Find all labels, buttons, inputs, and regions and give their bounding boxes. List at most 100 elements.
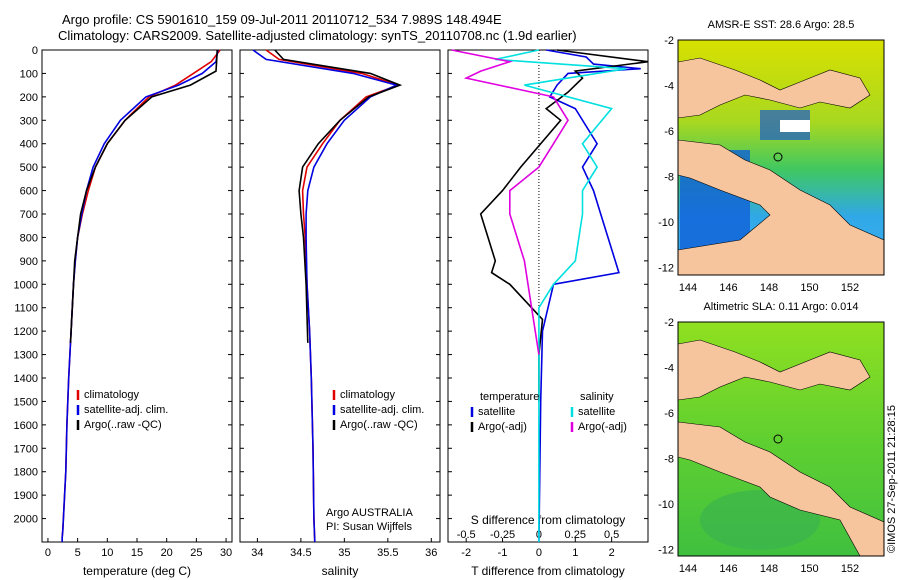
depth-tick-label: 1300 <box>14 350 38 362</box>
legend-label: satellite <box>578 406 615 418</box>
depth-tick-label: 500 <box>20 162 38 174</box>
salinity-xtick-label: 34.5 <box>290 547 311 559</box>
temperature-series-3 <box>69 49 218 343</box>
sst-lon-label: 146 <box>719 282 737 294</box>
depth-tick-label: 300 <box>20 115 38 127</box>
depth-tick-label: 1700 <box>14 443 38 455</box>
temperature-xtick-label: 30 <box>220 547 232 559</box>
legend-label: Argo(..raw -QC) <box>84 419 162 431</box>
salinity-annotation: Argo AUSTRALIA <box>326 507 413 519</box>
salinity-annotation: PI: Susan Wijffels <box>326 521 412 533</box>
sla-lat-label: -12 <box>658 545 674 557</box>
depth-tick-label: 100 <box>20 68 38 80</box>
difference-series-4 <box>451 49 569 355</box>
sla-lat-label: -4 <box>664 363 674 375</box>
sla-lat-label: -6 <box>664 408 674 420</box>
depth-tick-label: 1900 <box>14 490 38 502</box>
legend-label: satellite <box>478 406 515 418</box>
difference-series-1 <box>538 49 641 543</box>
salinity-xtick-label: 34 <box>251 547 263 559</box>
salinity-axes-frame <box>239 49 441 543</box>
temperature-xlabel: temperature (deg C) <box>83 564 191 578</box>
sst-lat-label: -10 <box>658 217 674 229</box>
sla-lat-label: -8 <box>664 454 674 466</box>
depth-tick-label: 800 <box>20 232 38 244</box>
sla-lat-label: -10 <box>658 499 674 511</box>
sst-argo-marker <box>773 152 783 162</box>
depth-tick-label: 1200 <box>14 326 38 338</box>
temperature-panel: 0100200300400500600700800900100011001200… <box>14 45 233 578</box>
legend-label: Argo(..raw -QC) <box>340 419 418 431</box>
temperature-xtick-label: 25 <box>190 547 202 559</box>
footer-stamp: ©IMOS 27-Sep-2011 21:28:15 <box>886 405 898 553</box>
sst-lat-label: -4 <box>664 81 674 93</box>
temperature-axes-frame <box>41 49 233 543</box>
sst-lat-label: -2 <box>664 35 674 47</box>
legend-label: Argo(-adj) <box>578 421 627 433</box>
difference-xtick-label: -1 <box>498 547 508 559</box>
sst-lat-label: -6 <box>664 126 674 138</box>
depth-tick-label: 400 <box>20 139 38 151</box>
sst-map <box>678 40 884 275</box>
legend-heading: temperature <box>480 391 539 403</box>
sla-lon-label: 146 <box>719 563 737 575</box>
sla-map <box>678 322 884 556</box>
difference-xlabel: T difference from climatology <box>471 564 625 578</box>
difference-series-3 <box>495 49 627 542</box>
sdiff-tick-label: -0.25 <box>490 529 515 541</box>
sdiff-tick-label: 0.25 <box>565 529 586 541</box>
depth-tick-label: 1400 <box>14 373 38 385</box>
salinity-xtick-label: 35.5 <box>377 547 398 559</box>
sst-lon-label: 152 <box>841 282 859 294</box>
difference-panel: -2 -1 0 1 2 T difference from climatology -0.5… <box>447 49 649 578</box>
sla-lat-label: -2 <box>664 317 674 329</box>
depth-tick-label: 2000 <box>14 514 38 526</box>
salinity-series-3 <box>274 49 403 343</box>
sst-lon-label: 148 <box>760 282 778 294</box>
sla-lon-label: 148 <box>760 563 778 575</box>
difference-xtick-label: -2 <box>461 547 471 559</box>
depth-tick-label: 1500 <box>14 396 38 408</box>
depth-tick-label: 200 <box>20 92 38 104</box>
salinity-xtick-label: 36 <box>425 547 437 559</box>
salinity-xtick-label: 35 <box>338 547 350 559</box>
sdiff-tick-label: 0.5 <box>604 529 619 541</box>
depth-tick-label: 1600 <box>14 420 38 432</box>
difference-xtick-label: 0 <box>536 547 542 559</box>
sst-map-frame <box>677 39 885 276</box>
legend-heading: salinity <box>580 391 614 403</box>
depth-tick-label: 1800 <box>14 467 38 479</box>
temperature-xtick-label: 10 <box>101 547 113 559</box>
sla-map-frame <box>677 321 885 557</box>
sst-missing <box>780 120 810 132</box>
salinity-panel: 34 34.5 35 35.5 36 salinity climatology satelli… <box>239 49 441 578</box>
sla-land-png <box>678 421 884 556</box>
sla-lon-label: 150 <box>800 563 818 575</box>
depth-tick-label: 700 <box>20 209 38 221</box>
sla-land-north <box>678 339 871 401</box>
legend-label: satellite-adj. clim. <box>340 404 424 416</box>
sst-lon-label: 144 <box>679 282 697 294</box>
sst-land-png <box>678 139 884 275</box>
sla-argo-marker <box>773 434 783 444</box>
difference-xtick-label: 2 <box>609 547 615 559</box>
sla-lon-label: 152 <box>841 563 859 575</box>
difference-axes-frame <box>447 49 649 543</box>
header-line-1: Argo profile: CS 5901610_159 09-Jul-2011… <box>62 12 502 27</box>
depth-tick-label: 900 <box>20 256 38 268</box>
salinity-xlabel: salinity <box>322 564 359 578</box>
legend-label: climatology <box>84 389 140 401</box>
sdiff-xlabel: S difference from climatology <box>471 513 626 527</box>
depth-tick-label: 600 <box>20 186 38 198</box>
temperature-xtick-label: 20 <box>161 547 173 559</box>
sdiff-tick-label: -0.5 <box>457 529 476 541</box>
sst-map-title: AMSR-E SST: 28.6 Argo: 28.5 <box>708 19 855 31</box>
sla-lon-label: 144 <box>679 563 697 575</box>
legend-label: satellite-adj. clim. <box>84 404 168 416</box>
temperature-xtick-label: 5 <box>75 547 81 559</box>
difference-xtick-label: 1 <box>572 547 578 559</box>
legend-label: Argo(-adj) <box>478 421 527 433</box>
sst-lon-label: 150 <box>800 282 818 294</box>
temperature-xtick-label: 15 <box>131 547 143 559</box>
